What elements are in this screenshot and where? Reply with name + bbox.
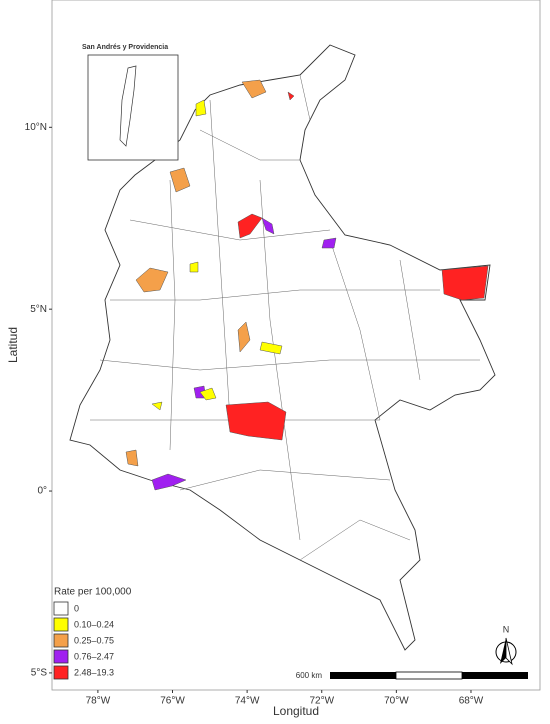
- scale-bar: [330, 671, 528, 680]
- legend-swatch: [53, 665, 69, 680]
- north-arrow: [495, 637, 517, 666]
- y-tick-label: 5°S: [31, 668, 48, 679]
- region: [225, 401, 287, 441]
- region: [199, 387, 217, 401]
- scale-segment: [395, 671, 463, 680]
- inset-title: San Andrés y Providencia: [82, 44, 168, 51]
- region: [287, 91, 295, 101]
- region: [261, 217, 275, 235]
- legend-swatch: [53, 649, 69, 664]
- scale-segment: [462, 672, 528, 679]
- north-arrow-right: [505, 637, 513, 666]
- axes: 10°N 5°N 0° 5°S 78°W 76°W 74°W 72°W 70°W 68°W: [25, 122, 484, 707]
- legend-label: 0.76–2.47: [74, 651, 114, 661]
- y-tick-label: 5°N: [30, 304, 47, 315]
- region: [125, 449, 139, 467]
- region: [441, 265, 489, 301]
- x-tick-label: 68°W: [459, 696, 484, 707]
- region: [135, 267, 169, 293]
- region: [237, 213, 263, 239]
- region: [151, 401, 163, 411]
- region: [321, 237, 337, 249]
- x-tick-label: 72°W: [309, 696, 334, 707]
- y-tick-label: 10°N: [25, 122, 47, 133]
- legend-swatch: [53, 633, 69, 648]
- x-tick-label: 74°W: [235, 696, 260, 707]
- x-tick-label: 76°W: [160, 696, 185, 707]
- y-axis-label: Latitud: [6, 327, 20, 363]
- region: [241, 79, 267, 99]
- rate-regions: [125, 79, 489, 491]
- region: [259, 341, 283, 355]
- region: [237, 321, 251, 353]
- x-tick-label: 70°W: [384, 696, 409, 707]
- legend-label: 0.10–0.24: [74, 619, 114, 629]
- country-outline: [69, 44, 496, 651]
- inset-island: [119, 65, 137, 147]
- scale-label: 600 km: [296, 671, 323, 680]
- x-tick-label: 78°W: [86, 696, 111, 707]
- legend-title: Rate per 100,000: [54, 587, 132, 598]
- scale-segment: [330, 672, 396, 679]
- region: [151, 473, 187, 491]
- x-axis-label: Longitud: [273, 704, 319, 718]
- legend-swatch: [53, 617, 69, 632]
- legend: Rate per 100,000 0 0.10–0.24 0.25–0.75 0.76–…: [53, 587, 132, 680]
- municipal-boundaries: [90, 74, 480, 561]
- north-arrow-left: [500, 638, 506, 664]
- legend-label: 0.25–0.75: [74, 635, 114, 645]
- region: [189, 261, 199, 273]
- legend-swatch: [53, 601, 69, 616]
- north-label: N: [503, 624, 510, 634]
- legend-label: 0: [74, 603, 79, 613]
- region: [169, 167, 191, 193]
- legend-label: 2.48–19.3: [74, 667, 114, 677]
- region: [195, 99, 207, 117]
- y-tick-label: 0°: [37, 486, 47, 497]
